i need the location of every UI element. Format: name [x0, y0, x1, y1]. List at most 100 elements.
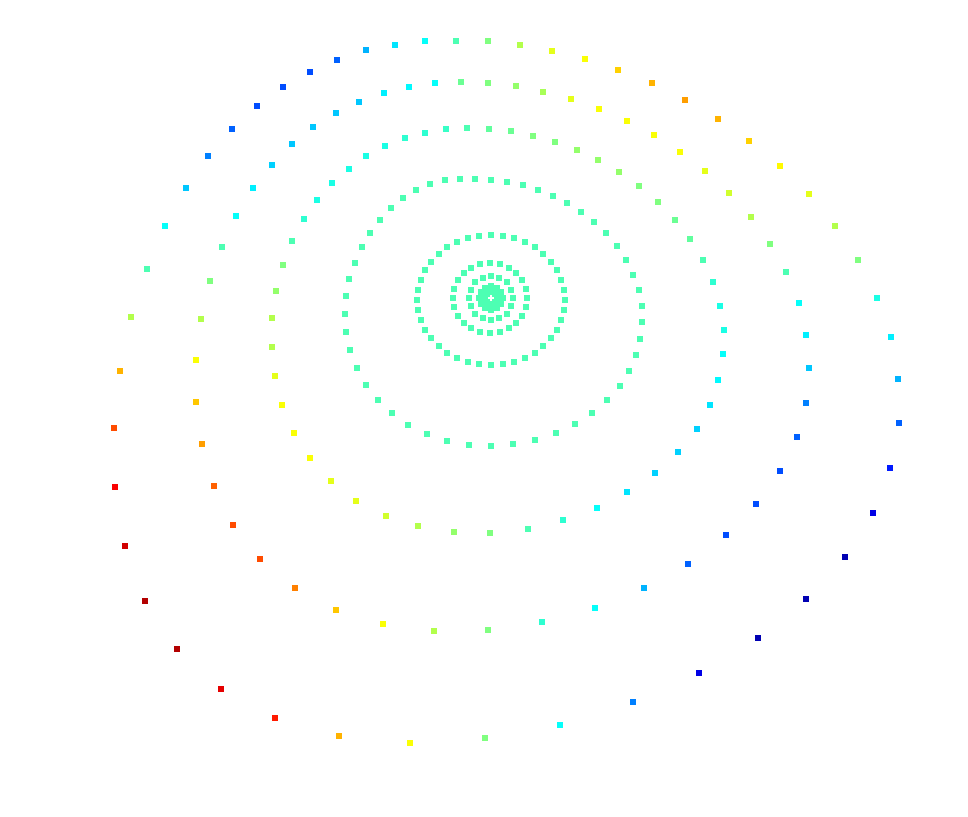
point [273, 288, 279, 294]
point [432, 80, 438, 86]
point [494, 295, 500, 301]
point [405, 422, 411, 428]
point [682, 97, 688, 103]
point [794, 434, 800, 440]
point [307, 69, 313, 75]
point [707, 402, 713, 408]
point [484, 291, 490, 297]
point [497, 261, 503, 267]
point [482, 295, 488, 301]
point [636, 183, 642, 189]
point [726, 190, 732, 196]
point [554, 267, 560, 273]
point [289, 141, 295, 147]
point [675, 449, 681, 455]
point [696, 670, 702, 676]
point [436, 343, 442, 349]
point [310, 124, 316, 130]
point [347, 347, 353, 353]
point [492, 299, 498, 305]
point [461, 320, 467, 326]
point [454, 355, 460, 361]
point [687, 236, 693, 242]
point [595, 157, 601, 163]
point [468, 265, 474, 271]
point [874, 295, 880, 301]
point [870, 510, 876, 516]
point [468, 325, 474, 331]
point [715, 377, 721, 383]
point [592, 605, 598, 611]
point [359, 244, 365, 250]
point [630, 699, 636, 705]
point [455, 313, 461, 319]
point [633, 352, 639, 358]
point [753, 501, 759, 507]
point [496, 315, 502, 321]
point [504, 179, 510, 185]
point [616, 169, 622, 175]
point [352, 260, 358, 266]
point [539, 619, 545, 625]
point [229, 126, 235, 132]
point [363, 47, 369, 53]
point [723, 532, 729, 538]
point [655, 199, 661, 205]
point [513, 83, 519, 89]
point [431, 628, 437, 634]
point [444, 438, 450, 444]
point [415, 523, 421, 529]
point [525, 526, 531, 532]
point [803, 596, 809, 602]
point [413, 187, 419, 193]
point [377, 217, 383, 223]
point [477, 329, 483, 335]
point [519, 277, 525, 283]
point [383, 513, 389, 519]
point [560, 517, 566, 523]
point [211, 483, 217, 489]
point [506, 325, 512, 331]
point [532, 437, 538, 443]
point [694, 426, 700, 432]
point [472, 279, 478, 285]
point [888, 334, 894, 340]
point [710, 279, 716, 285]
point [677, 149, 683, 155]
point [806, 191, 812, 197]
point [488, 289, 494, 295]
point [488, 301, 494, 307]
point [380, 621, 386, 627]
point [122, 543, 128, 549]
point [363, 382, 369, 388]
point [343, 293, 349, 299]
point [488, 362, 494, 368]
point [896, 420, 902, 426]
point [702, 168, 708, 174]
point [511, 359, 517, 365]
point [564, 200, 570, 206]
point [855, 257, 861, 263]
point [517, 42, 523, 48]
point [207, 278, 213, 284]
point [803, 332, 809, 338]
point [535, 187, 541, 193]
point [353, 498, 359, 504]
point [250, 185, 256, 191]
point [422, 327, 428, 333]
point [803, 400, 809, 406]
point [183, 185, 189, 191]
point [540, 343, 546, 349]
point [636, 287, 642, 293]
point [280, 262, 286, 268]
point [428, 259, 434, 265]
point [414, 297, 420, 303]
point [561, 307, 567, 313]
point [461, 270, 467, 276]
point [652, 470, 658, 476]
point [218, 686, 224, 692]
point [199, 441, 205, 447]
point [205, 153, 211, 159]
point [842, 554, 848, 560]
point [443, 126, 449, 132]
